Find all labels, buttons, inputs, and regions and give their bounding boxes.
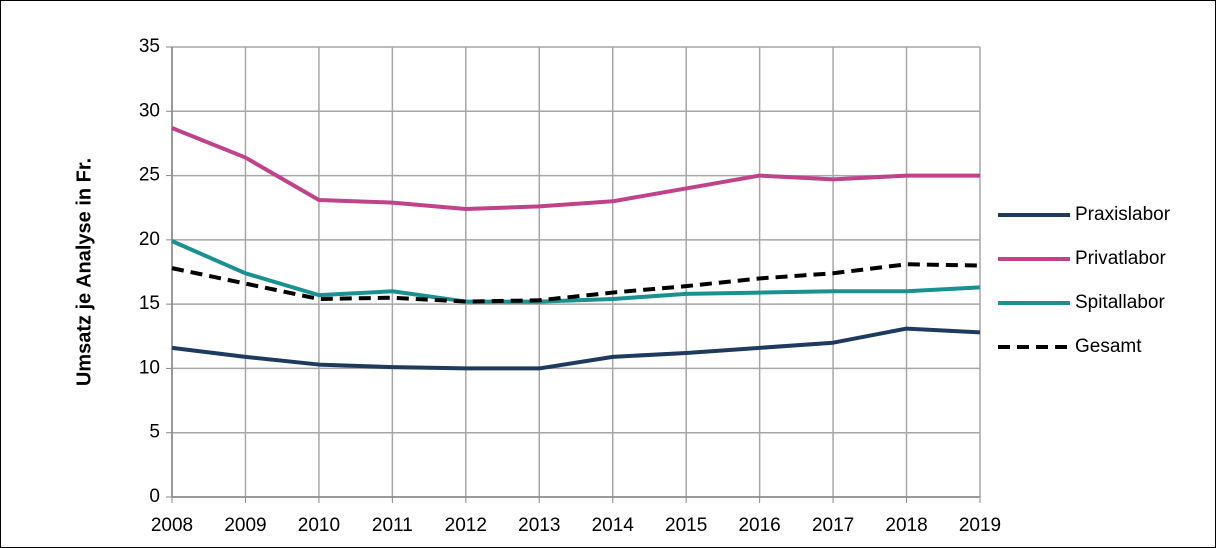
legend-label: Privatlabor bbox=[1075, 248, 1166, 269]
y-tick-label: 15 bbox=[139, 293, 160, 314]
y-tick-label: 0 bbox=[149, 486, 160, 507]
x-tick-label: 2008 bbox=[151, 515, 193, 536]
x-tick-label: 2016 bbox=[738, 515, 780, 536]
x-tick-label: 2012 bbox=[445, 515, 487, 536]
series-line bbox=[171, 126, 980, 211]
y-tick-label: 25 bbox=[139, 165, 160, 186]
y-tick-label: 20 bbox=[139, 229, 160, 250]
legend-label: Praxislabor bbox=[1075, 204, 1171, 225]
y-tick-label: 30 bbox=[139, 100, 160, 121]
x-tick-label: 2018 bbox=[885, 515, 927, 536]
x-tick-label: 2009 bbox=[224, 515, 266, 536]
legend-label: Gesamt bbox=[1075, 336, 1142, 357]
series-line bbox=[171, 262, 981, 304]
y-tick-label: 10 bbox=[139, 357, 160, 378]
x-tick-label: 2015 bbox=[665, 515, 707, 536]
legend-label: Spitallabor bbox=[1075, 292, 1165, 313]
x-tick-label: 2019 bbox=[959, 515, 1001, 536]
x-tick-label: 2011 bbox=[372, 515, 413, 536]
x-tick-label: 2017 bbox=[812, 515, 854, 536]
series-line bbox=[171, 239, 981, 304]
y-axis-label: Umsatz je Analyse in Fr. bbox=[73, 158, 95, 386]
x-tick-label: 2010 bbox=[298, 515, 340, 536]
y-tick-label: 5 bbox=[149, 422, 160, 443]
x-tick-label: 2014 bbox=[592, 515, 635, 536]
x-tick-label: 2013 bbox=[518, 515, 560, 536]
y-tick-label: 35 bbox=[139, 36, 160, 57]
series-line bbox=[171, 326, 981, 371]
